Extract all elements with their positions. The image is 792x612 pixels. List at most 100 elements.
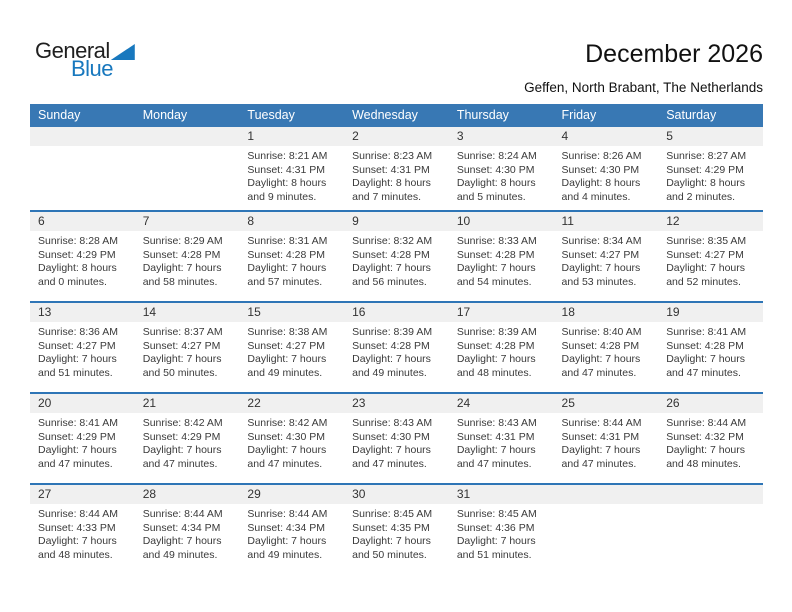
day-details: Sunrise: 8:43 AM Sunset: 4:30 PM Daylight:… xyxy=(344,413,449,471)
day-detail-line: Sunset: 4:29 PM xyxy=(38,430,116,443)
day-detail-line: Sunset: 4:27 PM xyxy=(247,339,326,352)
day-detail-line: and 53 minutes. xyxy=(561,275,637,288)
day-detail-line: Sunrise: 8:44 AM xyxy=(142,508,223,520)
day-cell: 1 Sunrise: 8:21 AM Sunset: 4:31 PM Daylight… xyxy=(239,127,345,211)
day-number: 2 xyxy=(344,127,449,146)
day-detail-line: and 2 minutes. xyxy=(666,190,736,203)
day-detail-line: Sunrise: 8:37 AM xyxy=(142,326,223,338)
weekday-header-row: Sunday Monday Tuesday Wednesday Thursday Frid… xyxy=(30,104,763,127)
day-detail-line: Sunset: 4:29 PM xyxy=(666,163,744,176)
day-detail-line: and 52 minutes. xyxy=(666,275,741,288)
day-detail-line: and 51 minutes. xyxy=(456,548,532,561)
day-detail-line: and 0 minutes. xyxy=(38,275,107,288)
day-detail-line: Sunset: 4:28 PM xyxy=(561,339,640,352)
day-number: 1 xyxy=(239,127,345,146)
day-detail-line: Daylight: 8 hours xyxy=(352,177,431,189)
day-detail-line: Sunrise: 8:33 AM xyxy=(456,235,537,247)
day-details: Sunrise: 8:33 AM Sunset: 4:28 PM Daylight:… xyxy=(449,231,554,289)
day-detail-line: Sunrise: 8:39 AM xyxy=(352,326,433,338)
day-detail-line: Sunrise: 8:26 AM xyxy=(561,150,642,162)
day-detail-line: Sunrise: 8:23 AM xyxy=(352,150,433,162)
day-details: Sunrise: 8:39 AM Sunset: 4:28 PM Daylight:… xyxy=(449,322,554,380)
day-detail-line: Sunrise: 8:28 AM xyxy=(38,235,118,247)
day-number: 6 xyxy=(30,212,135,231)
day-detail-line: Sunset: 4:27 PM xyxy=(142,339,221,352)
day-detail-line: and 54 minutes. xyxy=(456,275,532,288)
day-details: Sunrise: 8:39 AM Sunset: 4:28 PM Daylight:… xyxy=(344,322,449,380)
day-detail-line: Sunrise: 8:41 AM xyxy=(666,326,747,338)
weekday-header: Thursday xyxy=(448,104,554,127)
day-detail-line: and 48 minutes. xyxy=(38,548,113,561)
day-number: 27 xyxy=(30,485,135,504)
day-details: Sunrise: 8:29 AM Sunset: 4:28 PM Daylight:… xyxy=(135,231,240,289)
day-detail-line: Sunset: 4:27 PM xyxy=(561,248,640,261)
day-number: 31 xyxy=(448,485,554,504)
day-detail-line: Sunrise: 8:36 AM xyxy=(38,326,118,338)
day-number: 5 xyxy=(658,127,763,146)
day-detail-line: Sunset: 4:28 PM xyxy=(247,248,326,261)
day-detail-line: Daylight: 7 hours xyxy=(352,535,431,547)
day-detail-line: Daylight: 7 hours xyxy=(666,262,746,274)
day-details: Sunrise: 8:26 AM Sunset: 4:30 PM Daylight:… xyxy=(554,146,659,204)
day-detail-line: Daylight: 7 hours xyxy=(561,353,641,365)
day-number: 22 xyxy=(239,394,345,413)
day-detail-line: and 51 minutes. xyxy=(38,366,113,379)
day-number: 10 xyxy=(448,212,554,231)
day-number: 3 xyxy=(448,127,554,146)
day-details: Sunrise: 8:44 AM Sunset: 4:32 PM Daylight:… xyxy=(658,413,763,471)
weekday-header: Wednesday xyxy=(344,104,449,127)
day-detail-line: and 49 minutes. xyxy=(247,366,323,379)
day-number: 28 xyxy=(134,485,240,504)
day-detail-line: and 47 minutes. xyxy=(666,366,741,379)
day-detail-line: and 47 minutes. xyxy=(561,457,637,470)
day-details: Sunrise: 8:44 AM Sunset: 4:34 PM Daylight:… xyxy=(239,504,344,562)
day-detail-line: and 49 minutes. xyxy=(352,366,427,379)
day-cell: 8 Sunrise: 8:31 AM Sunset: 4:28 PM Daylight… xyxy=(239,210,345,302)
day-detail-line: Daylight: 7 hours xyxy=(666,444,746,456)
calendar-table: Sunday Monday Tuesday Wednesday Thursday Frid… xyxy=(30,104,763,562)
day-detail-line: Sunset: 4:28 PM xyxy=(456,248,535,261)
day-detail-line: Sunrise: 8:24 AM xyxy=(456,150,537,162)
day-details: Sunrise: 8:32 AM Sunset: 4:28 PM Daylight:… xyxy=(344,231,449,289)
day-detail-line: Sunrise: 8:45 AM xyxy=(352,508,433,520)
day-cell: 27 Sunrise: 8:44 AM Sunset: 4:33 PM Dayligh… xyxy=(30,483,135,562)
day-number: 9 xyxy=(344,212,449,231)
week-row: 13 Sunrise: 8:36 AM Sunset: 4:27 PM Dayligh… xyxy=(30,301,763,393)
day-detail-line: and 56 minutes. xyxy=(352,275,427,288)
day-details: Sunrise: 8:44 AM Sunset: 4:31 PM Daylight:… xyxy=(554,413,659,471)
day-detail-line: Sunrise: 8:42 AM xyxy=(247,417,328,429)
day-detail-line: Daylight: 7 hours xyxy=(142,444,222,456)
day-detail-line: Sunrise: 8:34 AM xyxy=(561,235,642,247)
day-cell: 15 Sunrise: 8:38 AM Sunset: 4:27 PM Dayligh… xyxy=(239,301,345,393)
day-detail-line: and 49 minutes. xyxy=(247,548,323,561)
empty-day-cell xyxy=(30,127,135,211)
week-row: 20 Sunrise: 8:41 AM Sunset: 4:29 PM Dayligh… xyxy=(30,392,763,484)
day-detail-line: Sunset: 4:34 PM xyxy=(247,521,326,534)
day-details: Sunrise: 8:44 AM Sunset: 4:34 PM Daylight:… xyxy=(135,504,240,562)
day-detail-line: Sunset: 4:29 PM xyxy=(38,248,116,261)
day-detail-line: Daylight: 7 hours xyxy=(352,444,431,456)
day-detail-line: Sunrise: 8:39 AM xyxy=(456,326,537,338)
day-cell: 26 Sunrise: 8:44 AM Sunset: 4:32 PM Dayligh… xyxy=(658,392,763,484)
day-detail-line: Sunrise: 8:32 AM xyxy=(352,235,433,247)
day-cell: 3 Sunrise: 8:24 AM Sunset: 4:30 PM Daylight… xyxy=(448,127,554,211)
day-detail-line: Sunrise: 8:27 AM xyxy=(666,150,747,162)
day-details: Sunrise: 8:42 AM Sunset: 4:30 PM Daylight:… xyxy=(239,413,344,471)
general-blue-logo: General Blue xyxy=(35,38,135,82)
day-detail-line: Daylight: 7 hours xyxy=(456,535,536,547)
day-detail-line: Daylight: 7 hours xyxy=(352,262,431,274)
day-detail-line: Sunset: 4:28 PM xyxy=(666,339,744,352)
day-detail-line: Daylight: 8 hours xyxy=(561,177,641,189)
month-title: December 2026 xyxy=(585,40,763,68)
day-number: 16 xyxy=(344,303,449,322)
day-detail-line: Sunset: 4:27 PM xyxy=(666,248,744,261)
day-number: 25 xyxy=(553,394,659,413)
day-detail-line: Daylight: 7 hours xyxy=(247,353,327,365)
day-detail-line: Daylight: 7 hours xyxy=(38,444,117,456)
weekday-header: Monday xyxy=(134,104,240,127)
day-detail-line: and 9 minutes. xyxy=(247,190,317,203)
empty-day-cell xyxy=(658,483,763,562)
day-detail-line: Sunrise: 8:44 AM xyxy=(666,417,747,429)
day-detail-line: Daylight: 7 hours xyxy=(456,262,536,274)
